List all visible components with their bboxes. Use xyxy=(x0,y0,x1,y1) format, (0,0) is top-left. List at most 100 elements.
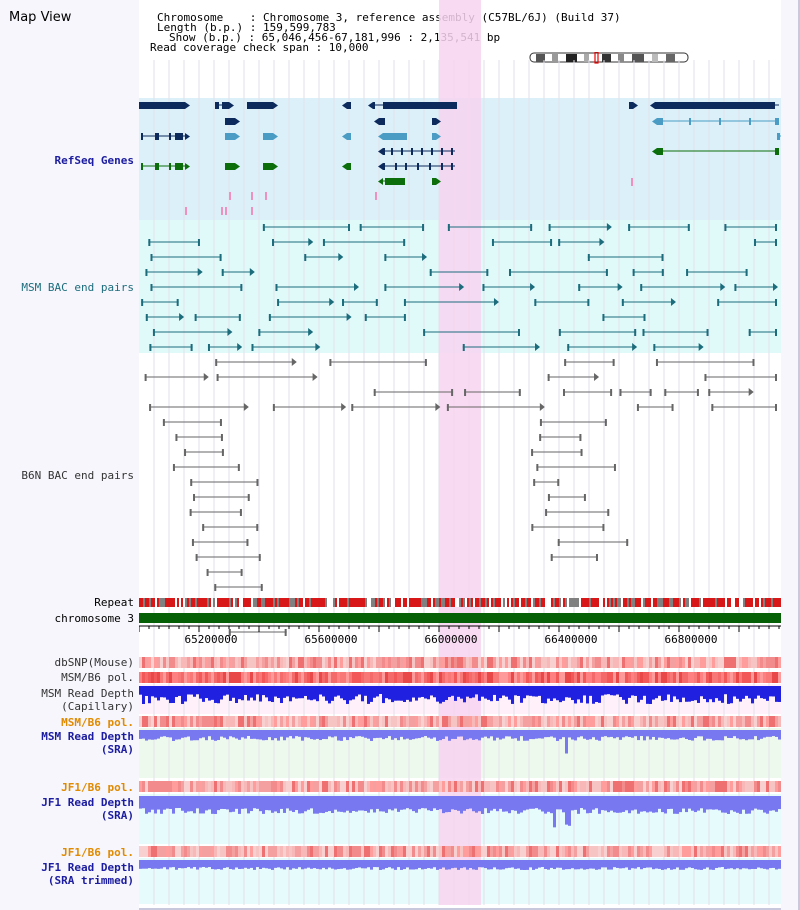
msm-b6-pol-cell xyxy=(499,672,502,683)
msm-sra-depth-bar xyxy=(547,730,550,738)
track-label-dbsnp[interactable]: dbSNP(Mouse) xyxy=(54,656,134,669)
msm-bac-end xyxy=(775,224,777,231)
track-label-repeat[interactable]: Repeat xyxy=(94,596,134,609)
jf1-b6-pol-2-cell xyxy=(766,846,769,857)
repeat-bar xyxy=(225,598,227,607)
dbsnp-cell xyxy=(322,657,325,668)
msm-capillary-depth-bar xyxy=(535,686,538,697)
msm-sra-depth-bar xyxy=(604,730,607,737)
dbsnp-cell xyxy=(370,657,373,668)
msm-b6-pol-cell xyxy=(694,672,697,683)
msm-b6-pol-cell xyxy=(526,672,529,683)
msm-bac-end xyxy=(628,224,631,231)
jf1-b6-pol-cell xyxy=(358,781,361,792)
jf1-trim-depth-bar xyxy=(358,860,361,868)
repeat-bar xyxy=(589,598,591,607)
jf1-b6-pol-cell xyxy=(448,781,451,792)
dbsnp-cell xyxy=(661,657,664,668)
repeat-bar xyxy=(715,598,717,607)
msm-b6-pol-2-cell xyxy=(361,716,364,727)
track-label-b6n-bac[interactable]: B6N BAC end pairs xyxy=(21,469,134,482)
jf1-b6-pol-cell xyxy=(298,781,301,792)
msm-sra-depth-bar xyxy=(739,730,742,740)
jf1-b6-pol-cell xyxy=(250,781,253,792)
b6n-bac-end xyxy=(557,539,560,546)
track-label-refseq-genes[interactable]: RefSeq Genes xyxy=(54,154,134,167)
repeat-bar xyxy=(393,598,395,607)
jf1-trim-depth-bar xyxy=(292,860,295,869)
jf1-b6-pol-cell xyxy=(472,781,475,792)
jf1-sra-depth-bar xyxy=(178,796,181,809)
track-label-msm-b6-pol-2[interactable]: MSM/B6 pol. xyxy=(61,716,134,729)
msm-sra-depth-bar xyxy=(457,730,460,737)
dbsnp-cell xyxy=(616,657,619,668)
jf1-b6-pol-2-cell xyxy=(313,846,316,857)
msm-sra-depth-bar xyxy=(334,730,337,737)
msm-b6-pol-cell xyxy=(190,672,193,683)
jf1-sra-depth-bar xyxy=(568,796,571,826)
jf1-b6-pol-2-cell xyxy=(715,846,718,857)
track-label-jf1-b6-pol[interactable]: JF1/B6 pol. xyxy=(61,781,134,794)
repeat-bar xyxy=(263,598,265,607)
msm-b6-pol-cell xyxy=(352,672,355,683)
msm-b6-pol-cell xyxy=(748,672,751,683)
dbsnp-cell xyxy=(163,657,166,668)
msm-b6-pol-cell xyxy=(637,672,640,683)
genome-track-canvas[interactable]: 65200000 65600000 66000000 66400000 66800000 xyxy=(139,0,781,905)
msm-b6-pol-2-cell xyxy=(757,716,760,727)
msm-b6-pol-cell xyxy=(301,672,304,683)
track-label-msm-read-depth-capillary[interactable]: MSM Read Depth xyxy=(41,687,134,700)
jf1-sra-depth-bar xyxy=(718,796,721,811)
jf1-sra-depth-bar xyxy=(325,796,328,812)
msm-capillary-depth-bar xyxy=(517,686,520,696)
repeat-bar xyxy=(411,598,413,607)
jf1-b6-pol-2-cell xyxy=(556,846,559,857)
jf1-b6-pol-cell xyxy=(667,781,670,792)
dbsnp-cell xyxy=(436,657,439,668)
msm-b6-pol-2-cell xyxy=(736,716,739,727)
msm-sra-depth-bar xyxy=(364,730,367,738)
jf1-trim-depth-bar xyxy=(574,860,577,870)
jf1-trim-depth-bar xyxy=(682,860,685,870)
jf1-b6-pol-cell xyxy=(334,781,337,792)
jf1-b6-pol-cell xyxy=(217,781,220,792)
jf1-sra-depth-bar xyxy=(541,796,544,812)
msm-sra-depth-bar xyxy=(379,730,382,738)
track-label-jf1-read-depth-trim[interactable]: JF1 Read Depth xyxy=(41,861,134,874)
chromosome-ideogram[interactable] xyxy=(528,52,690,64)
repeat-bar xyxy=(615,598,617,607)
repeat-bar xyxy=(421,598,423,607)
msm-capillary-depth-bar xyxy=(214,686,217,703)
jf1-b6-pol-2-cell xyxy=(202,846,205,857)
jf1-sra-depth-bar xyxy=(376,796,379,809)
msm-b6-pol-cell xyxy=(481,672,484,683)
repeat-bar xyxy=(217,598,219,607)
msm-b6-pol-2-cell xyxy=(505,716,508,727)
msm-b6-pol-2-cell xyxy=(580,716,583,727)
msm-b6-pol-cell xyxy=(274,672,277,683)
repeat-bar xyxy=(477,598,479,607)
msm-sra-depth-bar xyxy=(496,730,499,738)
jf1-b6-pol-cell xyxy=(622,781,625,792)
track-label-msm-bac[interactable]: MSM BAC end pairs xyxy=(21,281,134,294)
repeat-bar xyxy=(253,598,255,607)
msm-b6-pol-cell xyxy=(187,672,190,683)
msm-sra-depth-bar xyxy=(358,730,361,737)
jf1-sra-depth-bar xyxy=(193,796,196,814)
msm-bac-end xyxy=(602,314,605,321)
jf1-b6-pol-2-cell xyxy=(271,846,274,857)
track-label-msm-read-depth-sra[interactable]: MSM Read Depth xyxy=(41,730,134,743)
msm-capillary-depth-bar xyxy=(262,686,265,696)
repeat-bar xyxy=(441,598,443,607)
msm-capillary-depth-bar xyxy=(421,686,424,697)
dbsnp-cell xyxy=(637,657,640,668)
msm-capillary-depth-bar xyxy=(319,686,322,695)
gene-r-exon xyxy=(777,133,780,140)
jf1-sra-depth-bar xyxy=(253,796,256,809)
track-label-jf1-b6-pol-2[interactable]: JF1/B6 pol. xyxy=(61,846,134,859)
b6n-bac-end xyxy=(341,403,347,411)
track-label-msm-b6-pol[interactable]: MSM/B6 pol. xyxy=(61,671,134,684)
track-label-jf1-read-depth-sra[interactable]: JF1 Read Depth xyxy=(41,796,134,809)
jf1-b6-pol-2-cell xyxy=(505,846,508,857)
msm-b6-pol-cell xyxy=(778,672,781,683)
